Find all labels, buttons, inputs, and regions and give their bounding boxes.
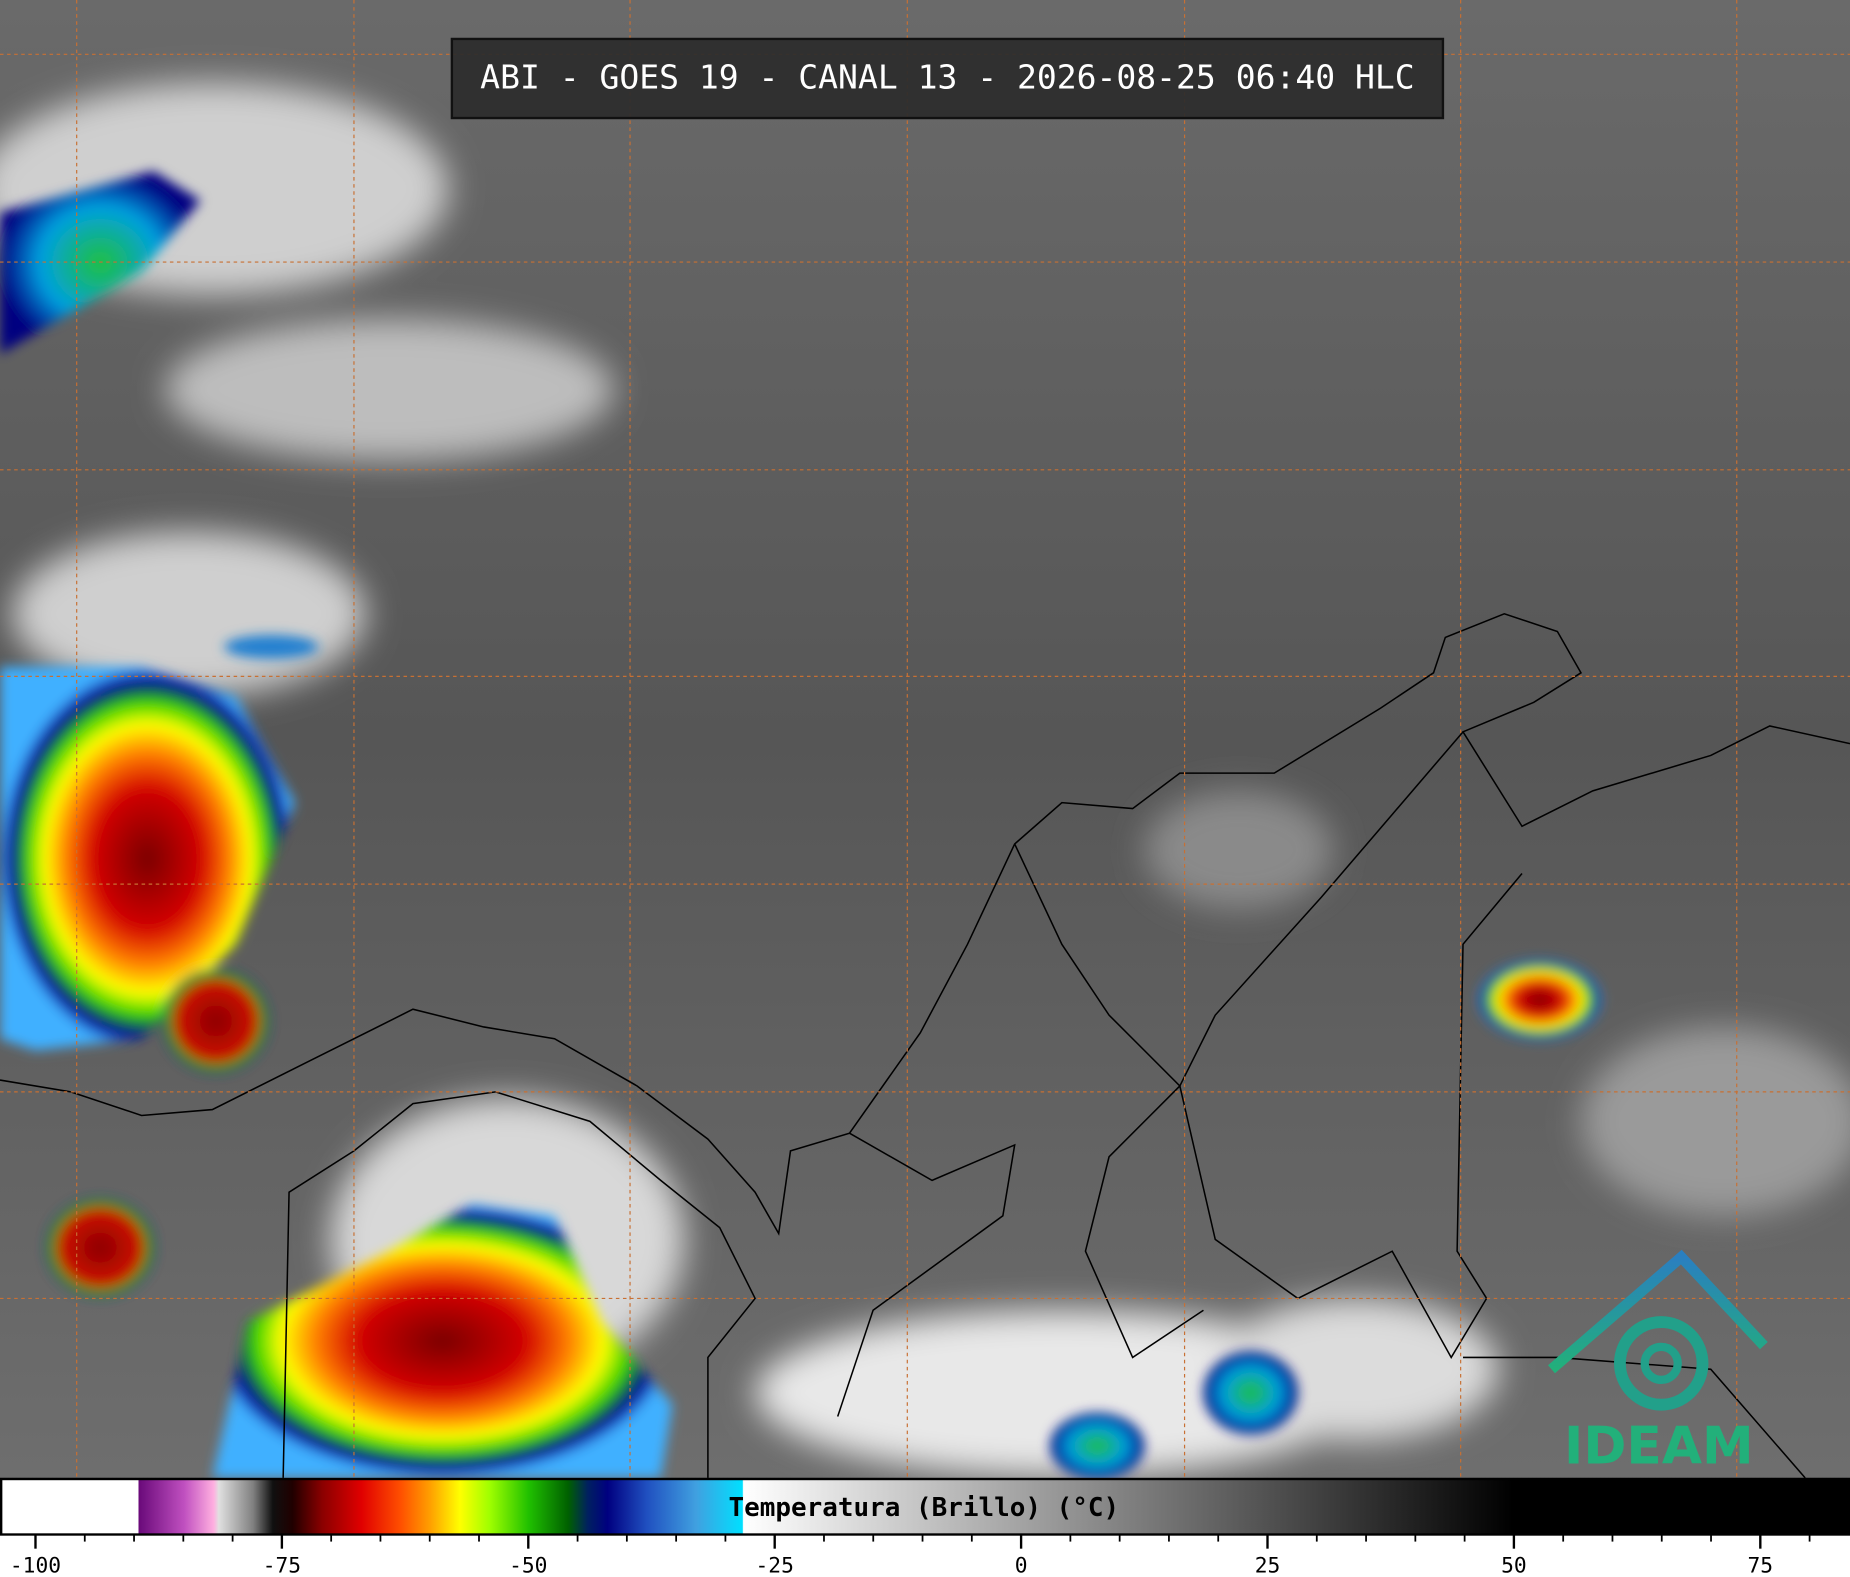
title: ABI - GOES 19 - CANAL 13 - 2026-08-25 06… [480,58,1414,97]
logo-text: IDEAM [1564,1417,1754,1477]
axis-background [0,1534,1850,1577]
colorbar-label: Temperatura (Brillo) (°C) [729,1493,1120,1523]
tick-label: -100 [10,1553,61,1577]
tick-label: 25 [1255,1553,1281,1577]
tick-label: 0 [1015,1553,1028,1577]
graticule [0,0,1850,1478]
tick-label: 50 [1501,1553,1527,1577]
title-box [450,37,1445,120]
tick-label: 75 [1748,1553,1774,1577]
logo: IDEAM [1548,1249,1768,1477]
colorbar [0,1477,1850,1536]
tick-label: -75 [263,1553,301,1577]
tick-label: -50 [509,1553,547,1577]
tick-label: -25 [756,1553,794,1577]
